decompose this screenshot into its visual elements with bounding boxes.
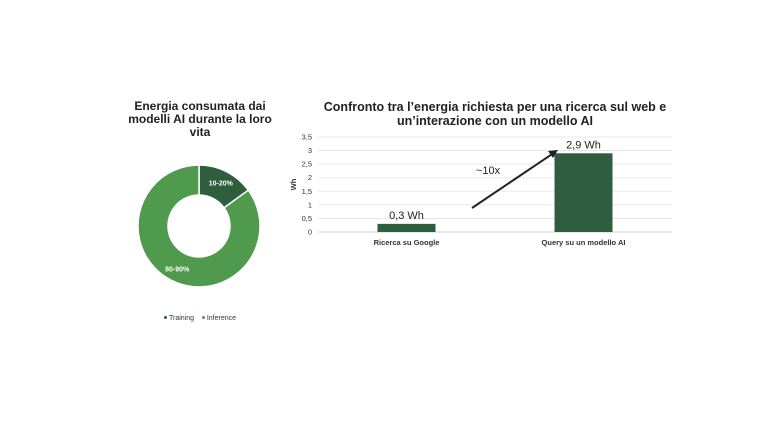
y-axis-label: Wh [289,178,298,190]
donut-chart-title: Energia consumata dai modelli AI durante… [128,99,272,139]
donut-slice-inference [137,164,261,288]
bar-data-label: 0,3 Wh [389,210,424,222]
y-tick-label: 0 [308,228,312,237]
legend-item-inference: Inference [201,315,236,322]
annotation-arrow [471,152,554,209]
legend-label-inference: Inference [206,315,236,322]
y-tick-label: 2,5 [302,160,312,169]
annotation-label: ~10x [476,165,501,177]
bar-data-label: 2,9 Wh [566,139,601,151]
bar [554,153,613,232]
y-tick-label: 3,5 [302,133,312,142]
bar [377,223,436,232]
legend-marker-inference [201,316,205,320]
donut-slice-label-training: 10-20% [209,181,234,188]
x-category-label: Ricerca su Google [374,238,440,247]
annotation-arrowhead [548,150,558,158]
y-tick-label: 0,5 [302,214,312,223]
y-tick-label: 2 [308,173,312,182]
donut-legend: Training Inference [140,315,260,322]
x-category-label: Query su un modello AI [542,238,626,247]
bar-chart-title: Confronto tra l’energia richiesta per un… [323,100,667,128]
legend-marker-training [163,316,167,320]
y-tick-label: 1,5 [302,187,312,196]
y-tick-label: 1 [308,200,312,209]
y-tick-label: 3 [308,146,312,155]
legend-item-training: Training [163,315,196,322]
legend-label-training: Training [168,315,195,322]
donut-slice-label-inference: 80-90% [165,266,190,273]
